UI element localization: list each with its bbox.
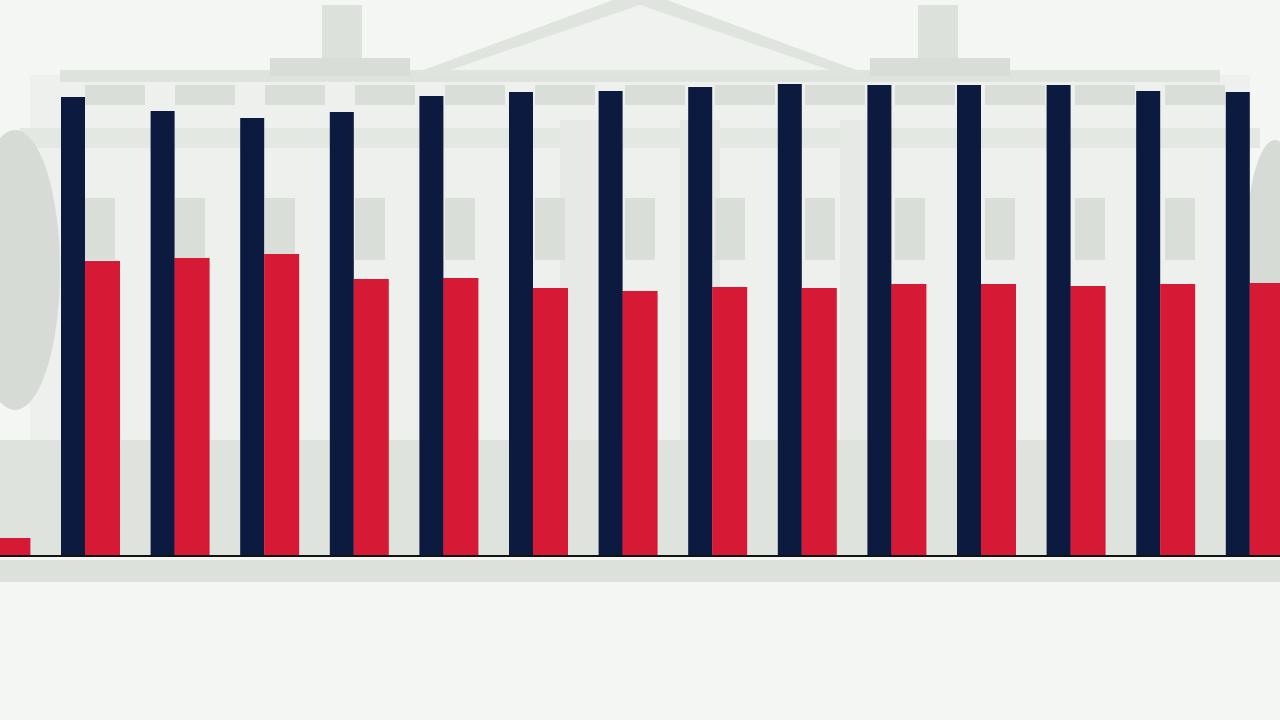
bar xyxy=(622,291,658,555)
bar xyxy=(533,288,568,555)
bar xyxy=(1160,284,1196,555)
bar xyxy=(712,287,748,555)
bar xyxy=(419,96,444,555)
bar xyxy=(1136,91,1161,555)
bar xyxy=(329,112,354,555)
bar xyxy=(353,279,389,555)
bar xyxy=(443,278,479,555)
bar xyxy=(867,85,892,555)
windows xyxy=(85,85,1225,260)
bar xyxy=(1225,92,1250,555)
bar xyxy=(174,258,210,555)
bar xyxy=(688,87,713,555)
bar xyxy=(777,84,802,555)
bar xyxy=(509,92,533,555)
bar xyxy=(240,118,265,555)
bar xyxy=(150,111,175,555)
bar xyxy=(801,288,837,555)
bar xyxy=(1249,283,1280,555)
bar xyxy=(891,284,927,555)
bar xyxy=(264,254,300,555)
bar xyxy=(1046,85,1071,555)
bar xyxy=(957,85,981,555)
bar xyxy=(1070,286,1106,555)
bar xyxy=(598,91,623,555)
bar xyxy=(85,261,120,555)
bar xyxy=(981,284,1016,555)
bar xyxy=(61,97,85,555)
bar xyxy=(0,538,31,555)
